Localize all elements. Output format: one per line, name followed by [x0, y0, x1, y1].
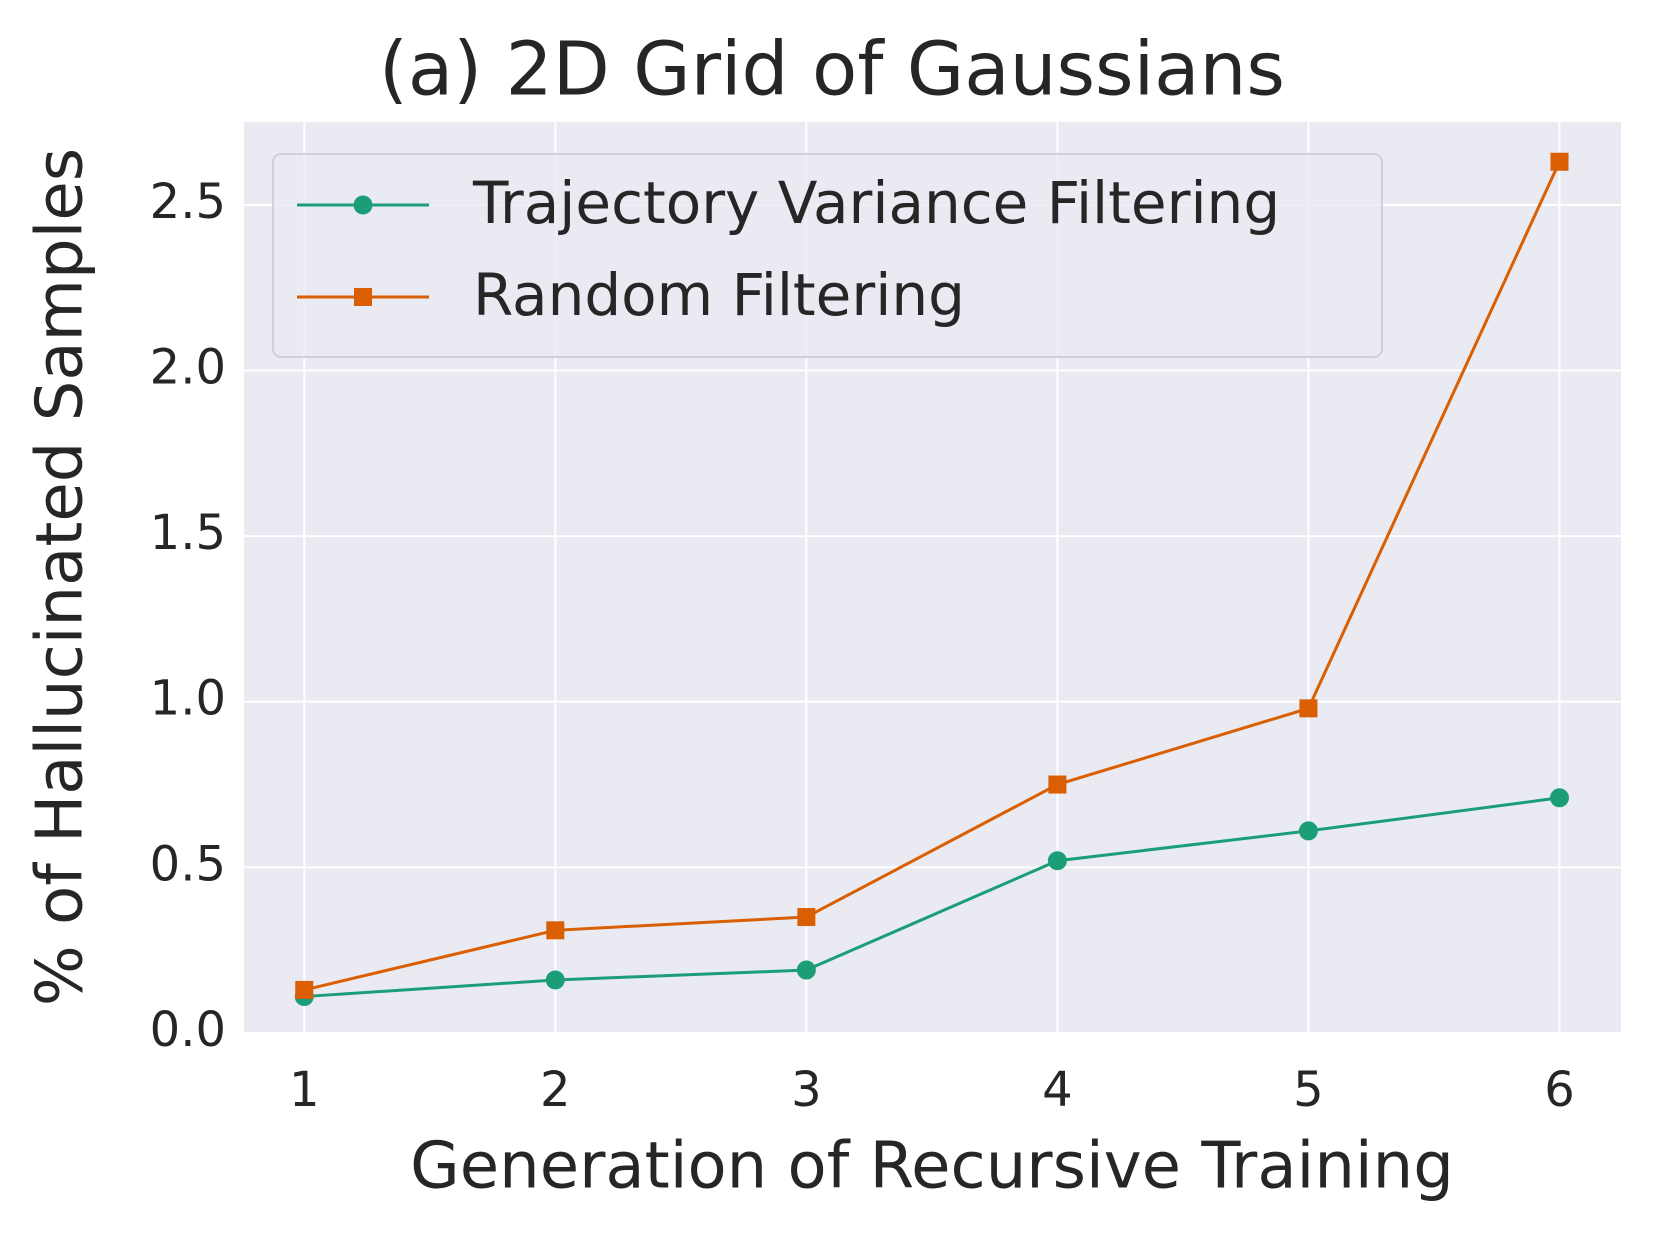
legend-label: Trajectory Variance Filtering	[472, 169, 1280, 237]
marker	[545, 970, 565, 990]
series-line	[304, 796, 1560, 999]
y-tick-label: 1.0	[150, 671, 226, 727]
x-tick-label: 1	[289, 1062, 320, 1118]
x-axis-label: Generation of Recursive Training	[410, 1130, 1454, 1204]
chart-title: (a) 2D Grid of Gaussians	[379, 27, 1285, 113]
y-axis-label: % of Hallucinated Samples	[24, 148, 98, 1006]
marker	[1299, 699, 1318, 718]
marker	[1550, 152, 1569, 171]
x-tick-label: 6	[1544, 1062, 1575, 1118]
x-tick-label: 4	[1042, 1062, 1073, 1118]
y-tick-label: 0.0	[150, 1002, 226, 1058]
legend-label: Random Filtering	[473, 261, 965, 329]
marks	[294, 152, 1569, 1007]
marker	[1298, 821, 1318, 841]
x-tick-label: 3	[791, 1062, 822, 1118]
y-tick-label: 2.0	[150, 339, 226, 395]
marker	[1047, 851, 1067, 871]
marker	[353, 195, 373, 215]
marker	[1549, 788, 1569, 808]
x-tick-label: 5	[1293, 1062, 1324, 1118]
y-tick-label: 2.5	[150, 174, 226, 230]
marker	[546, 921, 565, 940]
series-line	[303, 161, 1561, 992]
x-tick-label: 2	[540, 1062, 571, 1118]
marker	[796, 960, 816, 980]
marker	[797, 908, 816, 927]
y-tick-label: 1.5	[150, 505, 226, 561]
y-tick-label: 0.5	[150, 836, 226, 892]
marker	[295, 980, 314, 999]
marker	[354, 288, 372, 306]
legend: Trajectory Variance Filtering Random Filt…	[272, 153, 1383, 358]
marker	[1048, 775, 1067, 794]
legend-box	[272, 153, 1383, 358]
